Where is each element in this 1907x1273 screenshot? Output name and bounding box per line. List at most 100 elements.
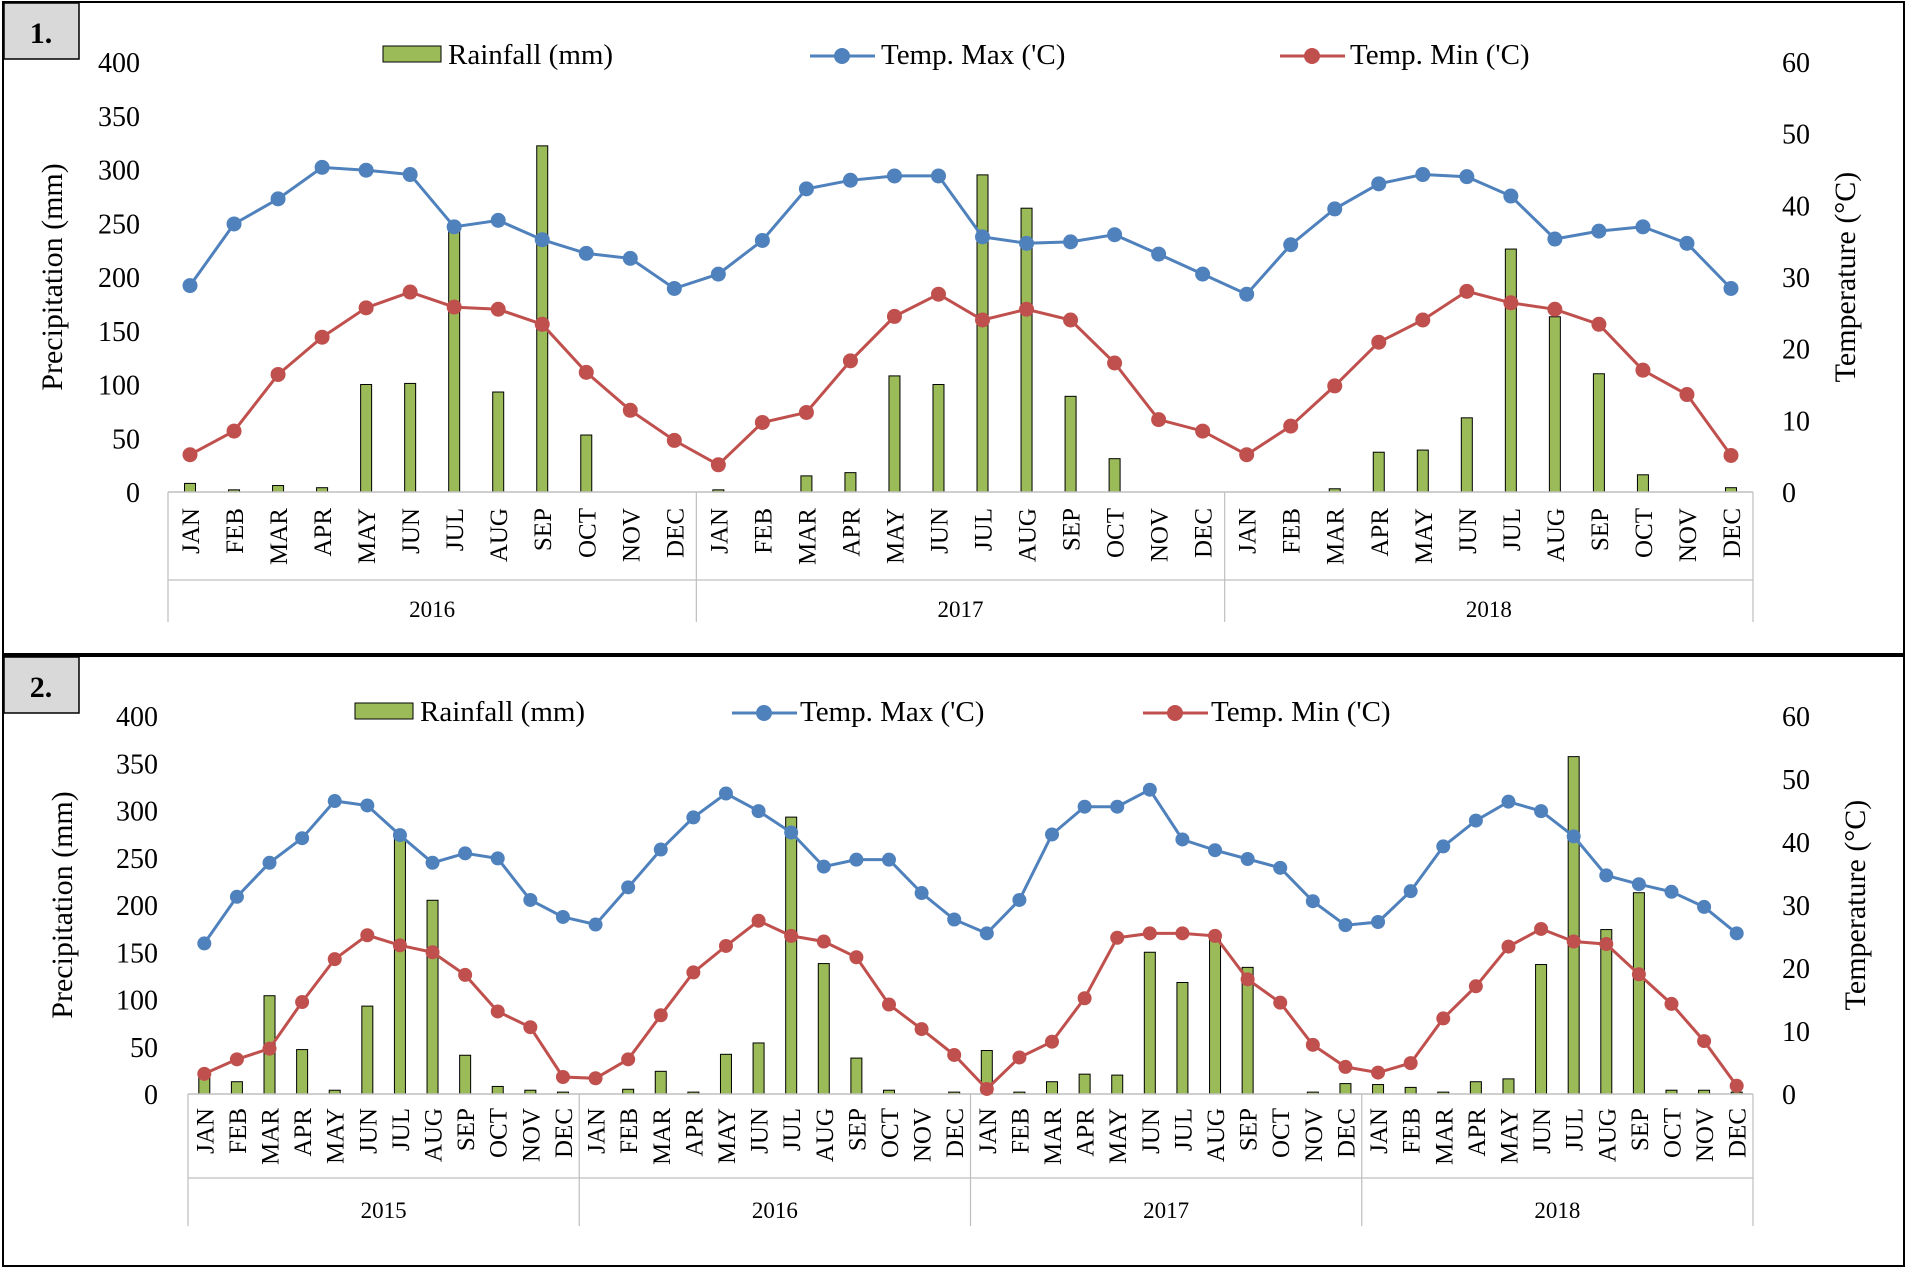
tmin-point bbox=[666, 432, 682, 448]
month-tick-label: JAN bbox=[975, 1108, 1002, 1154]
month-tick-label: SEP bbox=[844, 1108, 871, 1151]
tmax-point bbox=[710, 266, 726, 282]
month-tick-label: JUN bbox=[1529, 1108, 1556, 1154]
month-tick-label: DEC bbox=[551, 1108, 578, 1158]
tmax-point bbox=[666, 280, 682, 296]
month-tick-label: APR bbox=[1464, 1108, 1491, 1157]
y-tick-label: 400 bbox=[116, 702, 158, 733]
tmin-point bbox=[1635, 362, 1651, 378]
month-tick-label: FEB bbox=[1279, 508, 1306, 554]
tmax-point bbox=[588, 917, 603, 932]
tmax-point bbox=[262, 855, 277, 870]
tmax-point bbox=[490, 851, 505, 866]
y-tick-label: 200 bbox=[98, 263, 140, 294]
tmax-point bbox=[490, 212, 506, 228]
month-tick-label: MAR bbox=[794, 508, 821, 565]
month-tick-label: MAR bbox=[1040, 1108, 1067, 1165]
tmin-point bbox=[1045, 1034, 1060, 1049]
rainfall-bar bbox=[719, 1053, 732, 1095]
rainfall-bar bbox=[1636, 474, 1649, 493]
panel-2-label: 2. bbox=[3, 656, 80, 714]
rainfall-bar bbox=[800, 475, 813, 493]
y-tick-label: 150 bbox=[116, 938, 158, 969]
tmax-point bbox=[1338, 918, 1353, 933]
tmax-point bbox=[1503, 188, 1519, 204]
tmin-point bbox=[490, 1004, 505, 1019]
rainfall-bar bbox=[1416, 449, 1429, 493]
tmax-point bbox=[1547, 231, 1563, 247]
y2-tick-label: 50 bbox=[1782, 765, 1810, 796]
tmin-point bbox=[1566, 934, 1581, 949]
month-tick-label: MAY bbox=[323, 1108, 350, 1164]
month-tick-label: JUL bbox=[779, 1108, 806, 1151]
tmin-point bbox=[914, 1022, 929, 1037]
month-tick-label: AUG bbox=[421, 1108, 448, 1162]
tmin-point bbox=[886, 308, 902, 324]
month-tick-label: APR bbox=[290, 1108, 317, 1157]
tmin-point bbox=[1240, 972, 1255, 987]
tmax-point bbox=[718, 786, 733, 801]
month-tick-label: JUN bbox=[926, 508, 953, 554]
month-tick-label: MAR bbox=[649, 1108, 676, 1165]
tmax-point bbox=[1019, 235, 1035, 251]
rainfall-bar bbox=[1209, 937, 1222, 1095]
tmin-point bbox=[1110, 930, 1125, 945]
month-tick-label: APR bbox=[1367, 508, 1394, 557]
tmax-point bbox=[784, 825, 799, 840]
tmax-point bbox=[1151, 246, 1167, 262]
month-tick-label: DEC bbox=[1725, 1108, 1752, 1158]
year-label: 2018 bbox=[1534, 1198, 1580, 1223]
rainfall-bar bbox=[1504, 248, 1517, 493]
y2-tick-label: 40 bbox=[1782, 191, 1810, 222]
month-tick-label: MAY bbox=[1411, 508, 1438, 564]
rainfall-bar bbox=[580, 434, 593, 493]
month-tick-label: AUG bbox=[1543, 508, 1570, 562]
panel-2-chart: 0 50 100 150 200 250 300 350 400 0 10 20 30 40 50 60 Pre… bbox=[46, 702, 1872, 1226]
rainfall-bar bbox=[850, 1057, 863, 1095]
y2-tick-label: 0 bbox=[1782, 478, 1796, 509]
rainfall-bar bbox=[1372, 451, 1385, 493]
month-tick-label: DEC bbox=[662, 508, 689, 558]
rainfall-bar bbox=[1176, 981, 1189, 1095]
tmax-point bbox=[1468, 813, 1483, 828]
tmax-point bbox=[1142, 782, 1157, 797]
tmax-point bbox=[402, 167, 418, 183]
rainfall-bar bbox=[1404, 1086, 1417, 1095]
month-tick-label: FEB bbox=[225, 1108, 252, 1154]
tmin-point bbox=[1012, 1050, 1027, 1065]
tmin-point bbox=[1273, 995, 1288, 1010]
tmax-point bbox=[979, 926, 994, 941]
tmin-point bbox=[1283, 418, 1299, 434]
tmin-point bbox=[1503, 295, 1519, 311]
month-tick-label: JUN bbox=[1455, 508, 1482, 554]
tmin-point bbox=[262, 1041, 277, 1056]
tmin-point bbox=[1151, 412, 1167, 428]
rainfall-bar bbox=[492, 391, 505, 493]
tmax-point bbox=[1012, 892, 1027, 907]
tmax-point bbox=[1403, 884, 1418, 899]
rainfall-bar bbox=[1567, 756, 1580, 1095]
tmin-point bbox=[1305, 1037, 1320, 1052]
tmin-point bbox=[458, 967, 473, 982]
tmax-point bbox=[226, 216, 242, 232]
rainfall-bar bbox=[932, 384, 945, 493]
rainfall-bar bbox=[1143, 951, 1156, 1095]
tmax-point bbox=[578, 245, 594, 261]
y-tick-label: 100 bbox=[116, 986, 158, 1017]
month-tick-label: JUL bbox=[1562, 1108, 1589, 1151]
rainfall-bar bbox=[272, 485, 285, 493]
tmin-point bbox=[710, 457, 726, 473]
tmax-point bbox=[1599, 868, 1614, 883]
rainfall-bar bbox=[459, 1054, 472, 1095]
tmin-point bbox=[754, 414, 770, 430]
tmin-point bbox=[1631, 967, 1646, 982]
month-tick-label: JUL bbox=[1499, 508, 1526, 551]
tmin-point bbox=[578, 364, 594, 380]
tmax-point bbox=[1415, 167, 1431, 183]
tmin-point bbox=[881, 997, 896, 1012]
rainfall-bar bbox=[230, 1081, 243, 1095]
tmin-point bbox=[1019, 301, 1035, 317]
month-tick-label: SEP bbox=[453, 1108, 480, 1151]
